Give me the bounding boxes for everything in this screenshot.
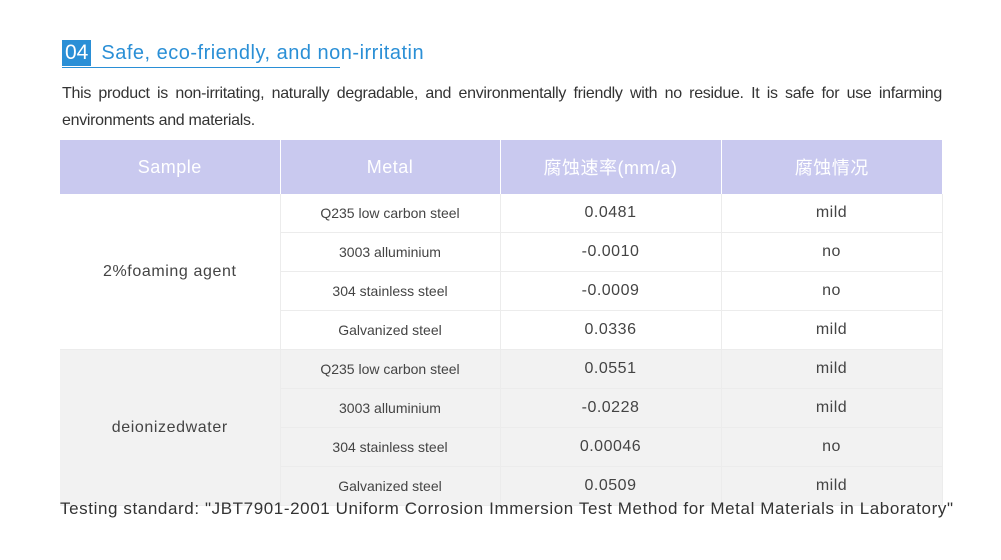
metal-cell: Galvanized steel: [280, 466, 501, 506]
metal-cell: 304 stainless steel: [280, 271, 501, 311]
table-row: 304 stainless steel -0.0009 no: [60, 271, 943, 311]
status-cell: mild: [721, 310, 943, 350]
rate-cell: 0.0509: [500, 466, 722, 506]
heading-underline: [62, 67, 340, 68]
table-header-row: Sample Metal 腐蚀速率(mm/a) 腐蚀情况: [60, 140, 942, 194]
rate-cell: 0.0481: [500, 194, 722, 233]
rate-cell: 0.0336: [500, 310, 722, 350]
table-row: 304 stainless steel 0.00046 no: [60, 427, 943, 467]
section-heading: 04 Safe, eco-friendly, and non-irritatin: [62, 40, 424, 66]
status-cell: mild: [721, 388, 943, 428]
metal-cell: Galvanized steel: [280, 310, 501, 350]
header-metal: Metal: [280, 140, 501, 194]
status-cell: mild: [721, 194, 943, 233]
header-corrosion-rate: 腐蚀速率(mm/a): [500, 140, 722, 194]
metal-cell: Q235 low carbon steel: [280, 194, 501, 233]
metal-cell: 3003 alluminium: [280, 388, 501, 428]
table-row: deionizedwater Q235 low carbon steel 0.0…: [60, 349, 943, 506]
rate-cell: 0.0551: [500, 349, 722, 389]
table-row: 2%foaming agent Q235 low carbon steel 0.…: [60, 194, 943, 350]
rate-cell: -0.0009: [500, 271, 722, 311]
header-corrosion-status: 腐蚀情况: [721, 140, 942, 194]
metal-cell: Q235 low carbon steel: [280, 349, 501, 389]
status-cell: no: [721, 427, 943, 467]
rate-cell: -0.0228: [500, 388, 722, 428]
rate-cell: 0.00046: [500, 427, 722, 467]
status-cell: no: [721, 271, 943, 311]
table-row: Galvanized steel 0.0509 mild: [60, 466, 943, 506]
section-title: Safe, eco-friendly, and non-irritatin: [101, 41, 425, 64]
sample-cell: 2%foaming agent: [60, 194, 281, 350]
metal-cell: 3003 alluminium: [280, 232, 501, 272]
testing-standard-note: Testing standard: "JBT7901-2001 Uniform …: [60, 499, 954, 518]
status-cell: mild: [721, 349, 943, 389]
sample-cell: deionizedwater: [60, 349, 281, 506]
table-row: 3003 alluminium -0.0010 no: [60, 232, 943, 272]
metal-cell: 304 stainless steel: [280, 427, 501, 467]
corrosion-table: Sample Metal 腐蚀速率(mm/a) 腐蚀情况 2%foaming a…: [60, 140, 943, 506]
table-row: Galvanized steel 0.0336 mild: [60, 310, 943, 350]
intro-paragraph: This product is non-irritating, naturall…: [62, 85, 942, 129]
status-cell: no: [721, 232, 943, 272]
rate-cell: -0.0010: [500, 232, 722, 272]
table-row: 3003 alluminium -0.0228 mild: [60, 388, 943, 428]
section-number-badge: 04: [62, 40, 92, 66]
status-cell: mild: [721, 466, 943, 506]
header-sample: Sample: [60, 140, 281, 194]
